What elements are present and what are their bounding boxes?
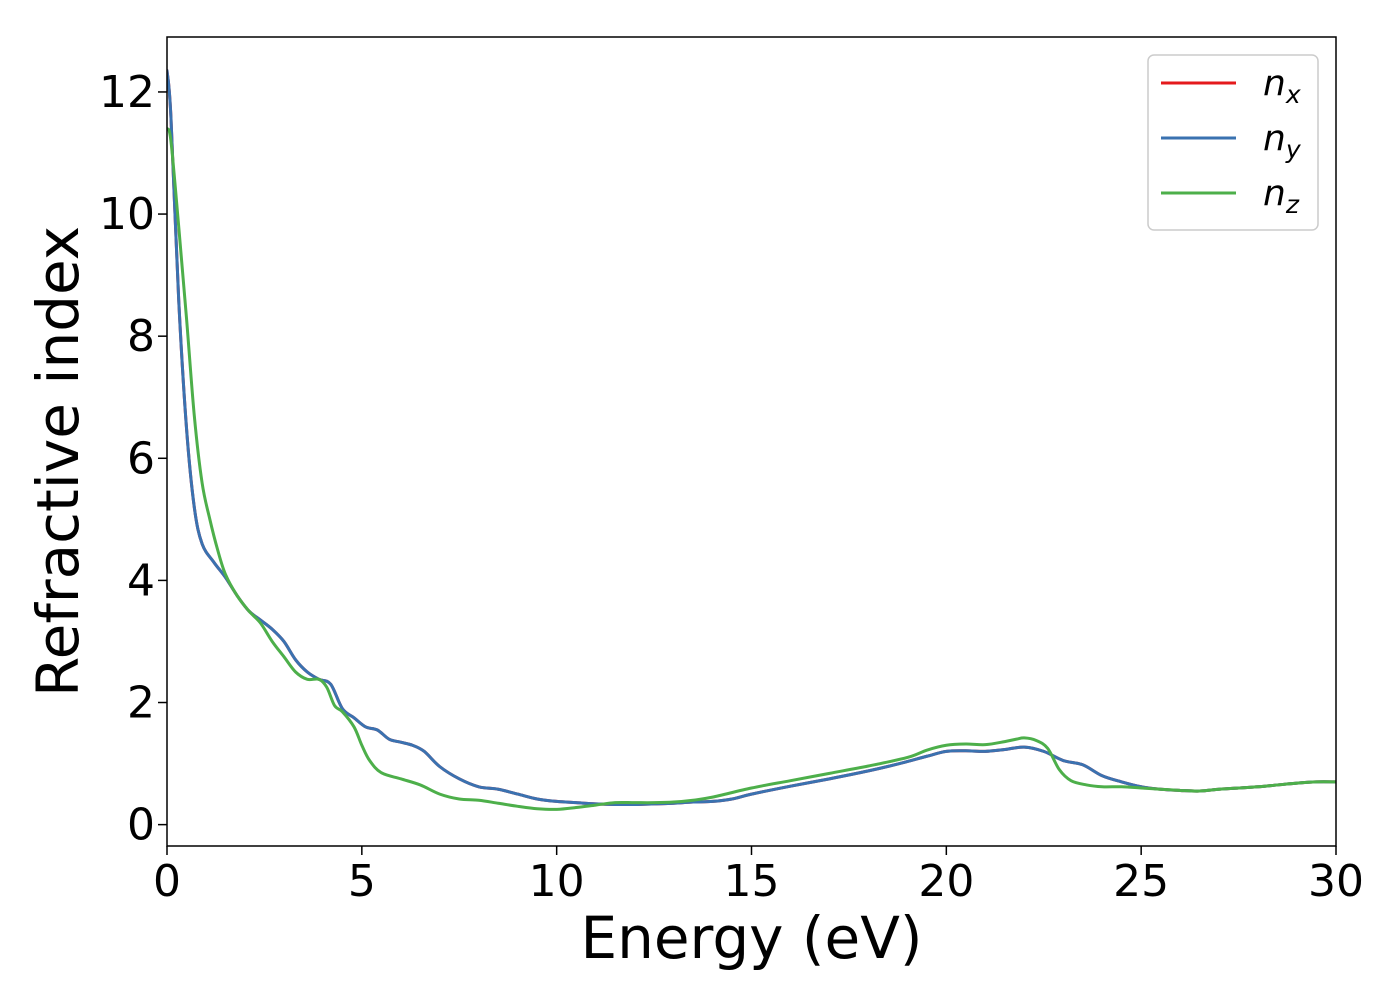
x-tick-label: 0 <box>153 856 181 907</box>
x-tick-label: 10 <box>529 856 585 907</box>
x-tick-label: 20 <box>918 856 974 907</box>
x-axis-label: Energy (eV) <box>580 904 922 972</box>
y-tick-label: 8 <box>127 311 155 362</box>
x-tick-label: 30 <box>1308 856 1364 907</box>
y-axis-label: Refractive index <box>24 226 92 697</box>
y-tick-label: 6 <box>127 433 155 484</box>
x-tick-label: 15 <box>724 856 780 907</box>
y-tick-label: 4 <box>127 555 155 606</box>
x-tick-label: 5 <box>348 856 376 907</box>
plot-area <box>167 69 1336 811</box>
x-axis: 0 5 10 15 20 25 30 <box>153 846 1364 907</box>
y-tick-label: 10 <box>99 189 155 240</box>
y-tick-label: 2 <box>127 678 155 729</box>
x-tick-label: 25 <box>1113 856 1169 907</box>
y-tick-label: 0 <box>127 800 155 851</box>
y-tick-label: 12 <box>99 67 155 118</box>
legend-box <box>1147 54 1319 231</box>
series-line-nz <box>167 127 1336 811</box>
y-axis: 0 2 4 6 8 10 12 <box>99 67 167 851</box>
